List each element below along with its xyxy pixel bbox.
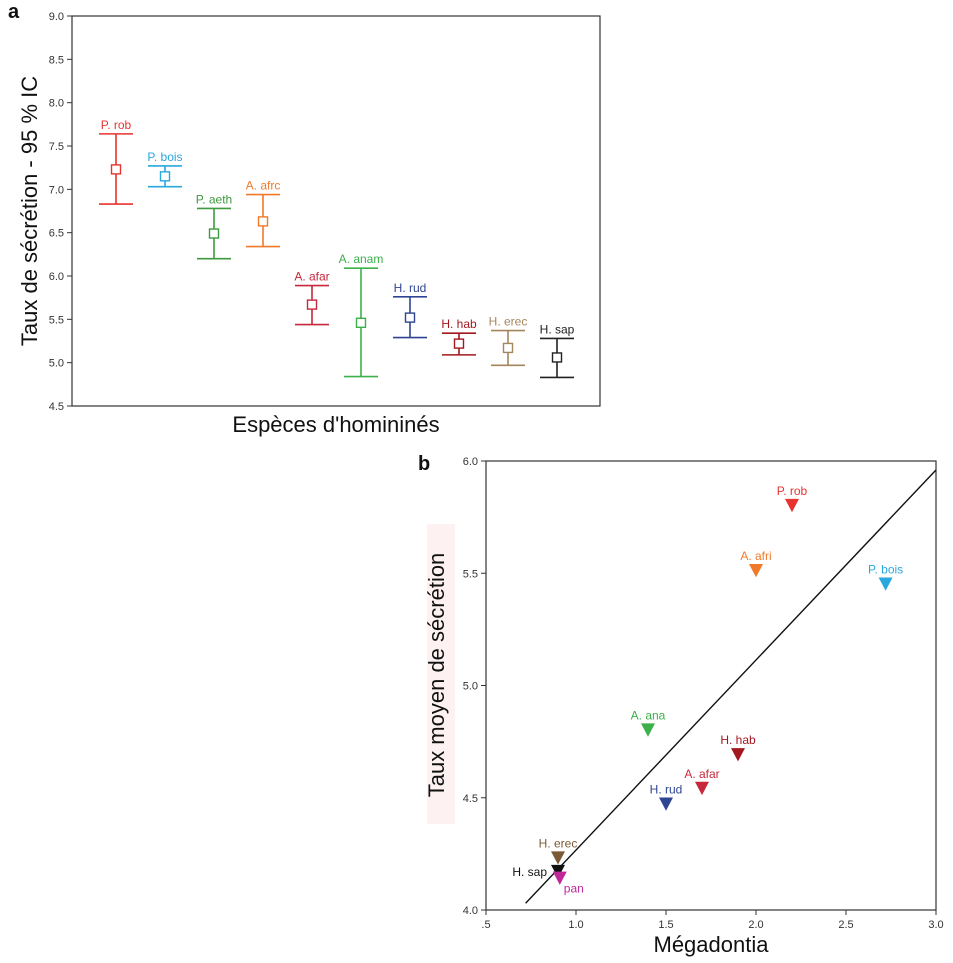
point-label: A. afri bbox=[740, 549, 771, 563]
panel-b-letter: b bbox=[418, 453, 430, 475]
mean-marker bbox=[257, 216, 269, 227]
triangle-marker bbox=[878, 577, 893, 591]
point-label: A. ana bbox=[631, 708, 666, 722]
panel-a-point-5: A. afar bbox=[294, 270, 330, 326]
point-label: A. afar bbox=[684, 767, 719, 781]
panel-b-x-tick-label: 2.5 bbox=[838, 919, 853, 931]
point-label: P. bois bbox=[147, 150, 182, 164]
panel-b-x-tick-label: 1.0 bbox=[568, 919, 583, 931]
panel-b-point-2: A. afri bbox=[740, 549, 772, 578]
triangle-marker bbox=[749, 564, 763, 578]
panel-b-x-tick-label: 2.0 bbox=[748, 919, 763, 931]
panel-b-y-tick-label: 4.0 bbox=[463, 905, 478, 917]
panel-a-y-tick-label: 8.5 bbox=[49, 54, 64, 66]
triangle-marker bbox=[552, 871, 567, 885]
point-label: pan bbox=[564, 882, 584, 896]
panel-a-y-tick-label: 7.0 bbox=[49, 184, 64, 196]
mean-marker bbox=[355, 317, 367, 328]
panel-a-y-tick-label: 4.5 bbox=[49, 401, 64, 413]
panel-b-y-ticks: 4.0 4.5 5.0 5.5 6.0 bbox=[463, 456, 486, 917]
panel-b-y-tick-label: 5.5 bbox=[463, 568, 478, 580]
point-label: H. hab bbox=[720, 733, 756, 747]
panel-b-x-tick-label: 3.0 bbox=[928, 919, 943, 931]
point-label: P. bois bbox=[868, 562, 903, 576]
panel-b-point-7: H. rud bbox=[650, 782, 683, 811]
panel-b-regression-line bbox=[525, 469, 937, 904]
point-label: H. sap bbox=[512, 865, 547, 879]
triangle-marker bbox=[551, 851, 565, 865]
panel-a-point-8: H. hab bbox=[441, 317, 477, 356]
panel-b-y-tick-label: 5.0 bbox=[463, 681, 478, 693]
triangle-marker bbox=[641, 723, 655, 737]
mean-marker bbox=[453, 338, 465, 349]
panel-b: b .5 1.0 1.5 2.0 2.5 3.0 4.0 4.5 5.0 5.5 6.0 P. r… bbox=[418, 453, 944, 957]
panel-a-data: P. rob P. bois P. aeth A. afrc A. afar A. ana… bbox=[99, 118, 575, 379]
point-label: H. erec bbox=[539, 836, 578, 850]
panel-a-y-tick-label: 6.5 bbox=[49, 228, 64, 240]
panel-a-point-9: H. erec bbox=[489, 315, 528, 367]
panel-b-y-tick-label: 6.0 bbox=[463, 456, 478, 468]
point-label: A. anam bbox=[339, 252, 384, 266]
triangle-marker bbox=[659, 797, 673, 811]
point-label: A. afrc bbox=[246, 179, 281, 193]
panel-a-y-tick-label: 9.0 bbox=[49, 11, 64, 23]
point-label: P. aeth bbox=[196, 192, 232, 206]
panel-a-x-axis-title: Espèces d'homininés bbox=[232, 412, 439, 437]
panel-b-y-axis-title: Taux moyen de sécrétion bbox=[424, 553, 449, 798]
panel-a-y-ticks: 4.5 5.0 5.5 6.0 6.5 7.0 7.5 8.0 8.5 9.0 bbox=[49, 11, 72, 413]
point-label: H. erec bbox=[489, 315, 528, 329]
mean-marker bbox=[502, 342, 514, 354]
panel-a-point-6: A. anam bbox=[339, 252, 384, 378]
panel-b-point-6: A. afar bbox=[684, 767, 720, 796]
panel-a-point-2: P. bois bbox=[147, 150, 183, 188]
panel-a-plot-frame bbox=[71, 15, 601, 407]
panel-a-point-4: A. afrc bbox=[246, 179, 281, 248]
panel-a-y-axis-title: Taux de sécrétion - 95 % IC bbox=[17, 76, 42, 346]
triangle-marker bbox=[695, 781, 709, 796]
mean-marker bbox=[159, 171, 171, 182]
mean-marker bbox=[306, 299, 318, 310]
panel-b-x-ticks: .5 1.0 1.5 2.0 2.5 3.0 bbox=[481, 910, 944, 931]
panel-b-x-axis-title: Mégadontia bbox=[654, 932, 770, 957]
panel-a-point-3: P. aeth bbox=[196, 192, 232, 260]
panel-a-letter: a bbox=[8, 1, 20, 23]
triangle-marker bbox=[731, 748, 745, 762]
point-label: H. rud bbox=[650, 782, 683, 796]
panel-b-y-tick-label: 4.5 bbox=[463, 793, 478, 805]
panel-b-x-tick-label: 1.5 bbox=[658, 919, 673, 931]
panel-b-point-1: P. rob bbox=[777, 484, 808, 513]
point-label: H. sap bbox=[540, 322, 575, 336]
mean-marker bbox=[110, 164, 122, 175]
mean-marker bbox=[404, 312, 416, 323]
panel-a: a 4.55.05.56.06.57.07.58.08.59.0 P. robP… bbox=[8, 1, 601, 437]
panel-b-point-10: pan bbox=[552, 871, 584, 896]
point-label: A. afar bbox=[294, 270, 329, 284]
point-label: P. rob bbox=[777, 484, 808, 498]
panel-a-y-tick-label: 5.5 bbox=[49, 314, 64, 326]
panel-a-y-tick-label: 5.0 bbox=[49, 358, 64, 370]
panel-b-point-9: H. sap bbox=[512, 864, 565, 879]
mean-marker bbox=[208, 228, 220, 239]
panel-b-point-5: H. hab bbox=[720, 733, 756, 762]
panel-a-y-tick-label: 8.0 bbox=[49, 98, 64, 110]
panel-b-point-8: H. erec bbox=[539, 836, 578, 865]
panel-b-y-axis-title-highlight bbox=[427, 524, 455, 824]
point-label: H. hab bbox=[441, 317, 477, 331]
panel-b-point-4: A. ana bbox=[631, 708, 666, 737]
panel-b-x-tick-label: .5 bbox=[481, 919, 490, 931]
panel-a-y-tick-label: 7.5 bbox=[49, 141, 64, 153]
panel-a-y-tick-label: 6.0 bbox=[49, 271, 64, 283]
panel-a-point-1: P. rob bbox=[99, 118, 133, 205]
point-label: P. rob bbox=[101, 118, 132, 132]
panel-b-point-3: P. bois bbox=[868, 562, 903, 591]
point-label: H. rud bbox=[394, 281, 427, 295]
mean-marker bbox=[551, 352, 563, 363]
panel-a-point-10: H. sap bbox=[540, 322, 575, 379]
triangle-marker bbox=[551, 864, 565, 879]
triangle-marker bbox=[785, 498, 799, 513]
panel-a-point-7: H. rud bbox=[393, 281, 427, 339]
